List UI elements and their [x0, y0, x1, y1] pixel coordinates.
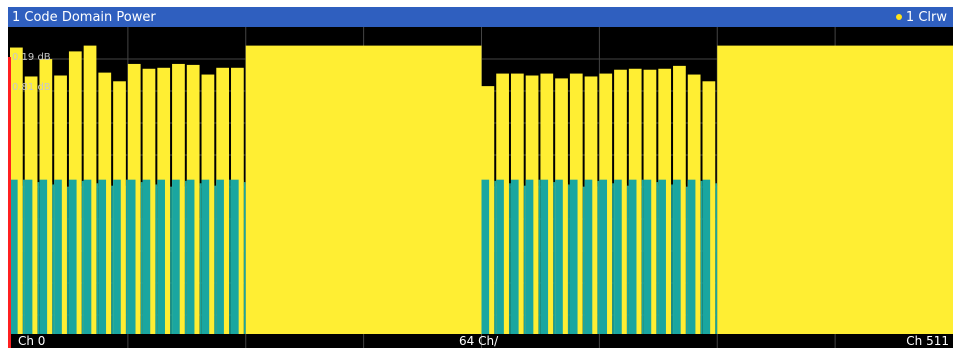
- active-code-base: [10, 179, 18, 334]
- inactive-code-bar: [229, 179, 231, 334]
- inactive-code-bar: [170, 186, 172, 334]
- inactive-code-bar: [199, 183, 202, 334]
- active-code-base: [555, 179, 563, 334]
- plot-area[interactable]: 0.19 dB 0.81 dB: [8, 27, 953, 348]
- window-title: 1 Code Domain Power: [12, 9, 156, 25]
- inactive-code-bar: [538, 179, 541, 334]
- active-code-base: [83, 179, 92, 334]
- inactive-code-bar: [612, 183, 614, 334]
- inactive-code-bar: [140, 182, 143, 334]
- active-code-base: [496, 179, 504, 334]
- active-code-base: [687, 179, 696, 334]
- inactive-code-bar: [37, 182, 40, 334]
- trace-label: 1 Clrw: [905, 9, 947, 25]
- inactive-code-bar: [214, 185, 217, 334]
- active-code-base: [628, 179, 637, 334]
- inactive-code-bar: [96, 183, 99, 334]
- active-code-base: [186, 179, 195, 334]
- x-axis-center-label: 64 Ch/: [459, 334, 499, 348]
- active-code-base: [584, 179, 593, 334]
- active-code-base: [24, 179, 33, 334]
- active-code-base: [157, 179, 165, 334]
- inactive-code-bar: [568, 184, 570, 334]
- inactive-code-bar: [67, 186, 69, 334]
- inactive-code-bar: [52, 184, 55, 334]
- inactive-code-bar: [155, 184, 158, 334]
- code-domain-power-chart: 0.19 dB 0.81 dB: [8, 27, 953, 348]
- active-code-base: [614, 179, 622, 334]
- inactive-code-bar: [671, 184, 673, 334]
- inactive-code-bar: [685, 186, 688, 334]
- inactive-code-bar: [509, 183, 511, 334]
- active-code-base: [673, 179, 681, 334]
- inactive-code-bar: [656, 182, 659, 334]
- inactive-code-bar: [22, 179, 25, 334]
- inactive-code-bar: [184, 180, 187, 334]
- active-code-base: [231, 179, 239, 334]
- inactive-code-bar: [111, 185, 113, 334]
- x-axis-end-label: Ch 511: [906, 334, 949, 348]
- active-code-bar: [245, 45, 482, 334]
- inactive-code-bar: [81, 180, 84, 334]
- marker-line: [8, 57, 11, 348]
- active-code-base: [142, 179, 151, 334]
- active-code-base: [643, 179, 652, 334]
- active-code-base: [68, 179, 77, 334]
- inactive-code-bar: [126, 179, 128, 334]
- y-tick-label: 0.19 dB: [12, 52, 51, 63]
- inactive-code-bar: [494, 180, 497, 334]
- active-code-base: [510, 179, 519, 334]
- inactive-code-bar: [715, 183, 718, 334]
- trace-indicator[interactable]: 1 Clrw: [895, 9, 953, 25]
- active-code-base: [172, 179, 180, 334]
- active-code-base: [658, 179, 666, 334]
- active-code-base: [127, 179, 136, 334]
- inactive-code-bar: [553, 182, 555, 334]
- inactive-code-bar: [243, 182, 246, 334]
- trace-dot-icon: [895, 14, 902, 20]
- y-tick-label: 0.81 dB: [12, 82, 51, 93]
- inactive-code-bar: [582, 186, 585, 334]
- x-axis-start-label: Ch 0: [18, 334, 46, 348]
- inactive-code-bar: [641, 179, 644, 334]
- active-code-base: [481, 179, 490, 334]
- inactive-code-bar: [597, 180, 600, 334]
- active-code-base: [702, 179, 711, 334]
- active-code-base: [39, 179, 48, 334]
- inactive-code-bar: [627, 185, 629, 334]
- inactive-code-bar: [700, 180, 703, 334]
- active-code-base: [113, 179, 121, 334]
- active-code-base: [599, 179, 608, 334]
- active-code-bar: [717, 45, 953, 334]
- active-code-base: [98, 179, 107, 334]
- active-code-base: [540, 179, 549, 334]
- active-code-base: [201, 179, 210, 334]
- active-code-base: [569, 179, 578, 334]
- active-code-base: [216, 179, 224, 334]
- active-code-base: [525, 179, 534, 334]
- window-title-bar[interactable]: 1 Code Domain Power 1 Clrw: [8, 7, 953, 27]
- active-code-base: [54, 179, 62, 334]
- inactive-code-bar: [523, 185, 526, 334]
